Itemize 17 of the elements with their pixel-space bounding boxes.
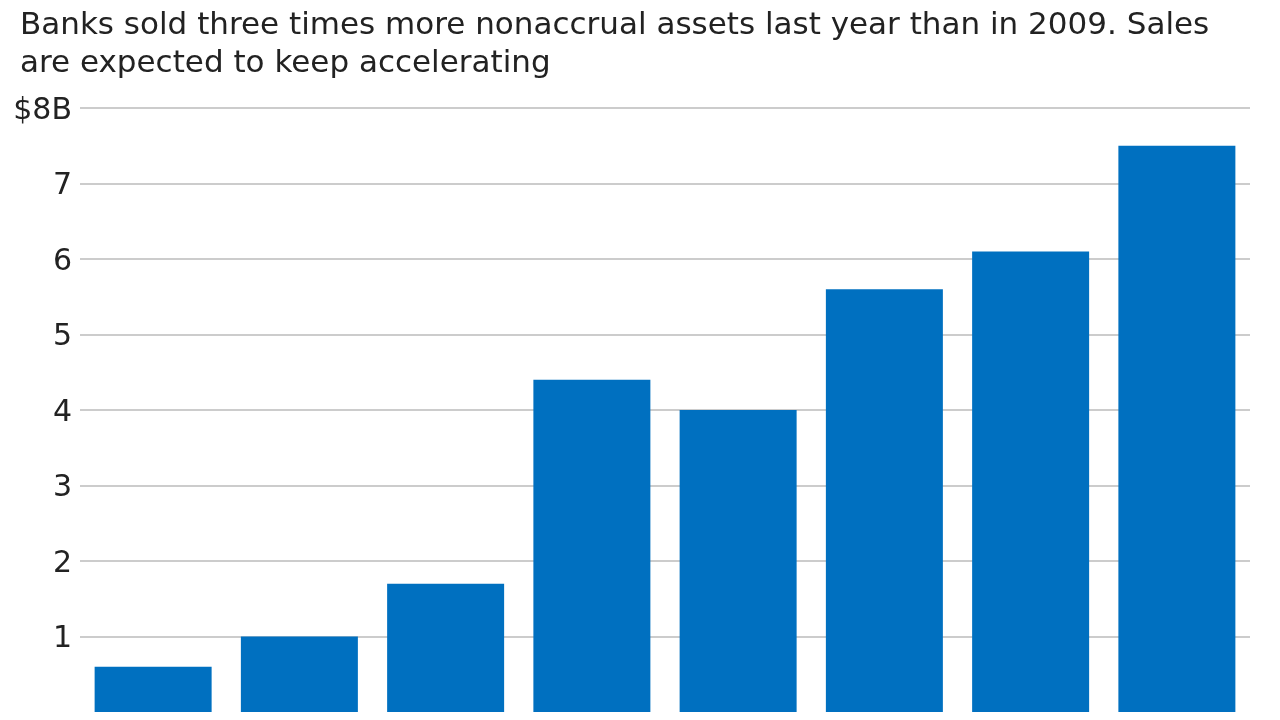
bar (240, 636, 358, 712)
y-tick-label: 3 (52, 468, 72, 503)
bar (387, 583, 505, 712)
y-tick-label: 5 (52, 317, 72, 352)
y-tick-label: 1 (52, 619, 72, 654)
chart-subtitle: Banks sold three times more nonaccrual assets last year than in 2009. Sales are expected to keep accelerating (20, 4, 1211, 80)
bar (972, 251, 1090, 712)
bar (679, 410, 797, 712)
y-tick-label: 4 (52, 392, 72, 428)
y-tick-label: 7 (52, 166, 72, 201)
bar (533, 379, 651, 712)
bar (825, 289, 943, 712)
bar (1118, 145, 1236, 712)
y-tick-label: 6 (52, 241, 72, 277)
y-tick-label: 2 (52, 543, 72, 579)
y-tick-label: $8B (13, 90, 72, 126)
bar (94, 666, 212, 712)
